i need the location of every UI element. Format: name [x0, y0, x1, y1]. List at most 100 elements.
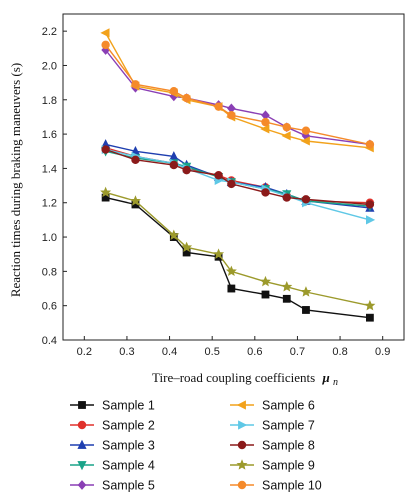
data-point — [300, 136, 310, 146]
plot-border — [62, 13, 405, 341]
data-point — [364, 299, 376, 311]
data-point — [261, 290, 270, 299]
series-9 — [100, 186, 376, 311]
series-line — [105, 143, 370, 209]
data-point — [169, 87, 179, 96]
series-line — [105, 148, 371, 221]
data-point — [302, 306, 310, 314]
data-point — [227, 111, 236, 120]
legend-item: Sample 5 — [70, 479, 155, 493]
data-point — [169, 160, 179, 170]
data-point — [101, 145, 110, 154]
series-8 — [101, 145, 375, 209]
legend-label: Sample 7 — [262, 419, 315, 433]
legend-label: Sample 8 — [262, 439, 315, 453]
series-line — [105, 148, 370, 206]
series-3 — [101, 139, 375, 212]
data-point — [100, 28, 110, 38]
data-point — [282, 123, 291, 132]
x-axis: 0.2 0.3 0.4 0.5 0.6 0.7 0.8 0.9 — [77, 336, 390, 358]
series-6 — [100, 28, 374, 153]
data-point — [282, 294, 291, 303]
series-line — [105, 150, 370, 207]
data-point — [365, 200, 375, 209]
legend-item: Sample 3 — [70, 439, 155, 453]
y-tick-label: 1.4 — [42, 163, 57, 175]
data-point — [214, 102, 223, 111]
legend-label: Sample 3 — [102, 439, 155, 453]
data-point — [181, 241, 193, 253]
data-point — [281, 281, 293, 292]
legend-marker — [77, 439, 87, 449]
legend-item: Sample 6 — [230, 399, 315, 413]
y-tick-label: 0.4 — [42, 335, 57, 347]
y-tick-label: 0.6 — [42, 301, 57, 313]
series-line — [105, 147, 370, 204]
data-point — [214, 171, 223, 180]
data-point — [182, 165, 191, 175]
x-tick-label: 0.3 — [119, 346, 134, 358]
data-point — [227, 284, 236, 293]
data-point — [365, 215, 376, 225]
legend-marker — [236, 459, 248, 470]
legend-item: Sample 7 — [230, 419, 315, 433]
legend-marker — [237, 480, 247, 490]
x-tick-label: 0.4 — [162, 346, 177, 358]
data-point — [261, 117, 270, 127]
legend-label: Sample 4 — [102, 459, 155, 473]
legend-marker — [77, 480, 87, 490]
data-point — [182, 93, 191, 103]
data-point — [261, 188, 270, 197]
x-tick-label: 0.2 — [77, 346, 92, 358]
series-line — [105, 49, 370, 146]
legend-item: Sample 9 — [230, 459, 315, 473]
legend-label: Sample 9 — [262, 459, 315, 473]
data-point — [100, 186, 112, 198]
legend-item: Sample 8 — [230, 439, 315, 453]
legend-marker — [237, 440, 247, 450]
legend-label: Sample 10 — [262, 479, 322, 493]
legend-label: Sample 1 — [102, 399, 155, 413]
x-tick-label: 0.6 — [247, 346, 262, 358]
legend-item: Sample 10 — [230, 479, 322, 493]
data-point — [131, 155, 140, 165]
x-tick-label: 0.5 — [205, 346, 220, 358]
y-axis: 0.4 0.6 0.8 1.0 1.2 1.4 1.6 1.8 2.0 2.2 — [42, 26, 67, 347]
data-point — [213, 248, 225, 259]
series-7 — [101, 144, 376, 225]
data-point — [101, 40, 110, 50]
data-point — [301, 195, 311, 204]
x-axis-title-symbol: μ — [321, 370, 329, 385]
legend-item: Sample 2 — [70, 419, 155, 433]
legend-marker — [236, 400, 246, 410]
x-axis-title: Tire–road coupling coefficients μ n — [152, 370, 338, 388]
data-point — [365, 313, 374, 322]
legend-label: Sample 2 — [102, 419, 155, 433]
data-point — [301, 126, 311, 135]
series-line — [105, 44, 371, 146]
legend-marker — [78, 401, 86, 409]
series-1 — [101, 193, 374, 322]
y-tick-label: 1.8 — [42, 95, 57, 107]
x-tick-label: 0.7 — [290, 346, 305, 358]
x-axis-title-text: Tire–road coupling coefficients — [152, 370, 315, 385]
y-tick-label: 2.2 — [42, 26, 57, 38]
series-line — [104, 32, 370, 149]
y-tick-label: 2.0 — [42, 60, 57, 72]
x-tick-label: 0.8 — [332, 346, 347, 358]
legend-marker — [77, 461, 87, 471]
legend-marker — [238, 420, 248, 430]
legend-marker — [77, 420, 87, 430]
data-point — [300, 286, 312, 297]
series-line — [105, 191, 371, 307]
series-line — [105, 196, 370, 319]
legend-item: Sample 4 — [70, 459, 155, 473]
data-point — [365, 140, 375, 149]
y-tick-label: 0.8 — [42, 266, 57, 278]
y-tick-label: 1.0 — [42, 232, 57, 244]
data-point — [225, 265, 237, 277]
data-point — [129, 195, 141, 206]
data-point — [227, 179, 236, 189]
x-tick-label: 0.9 — [375, 346, 390, 358]
